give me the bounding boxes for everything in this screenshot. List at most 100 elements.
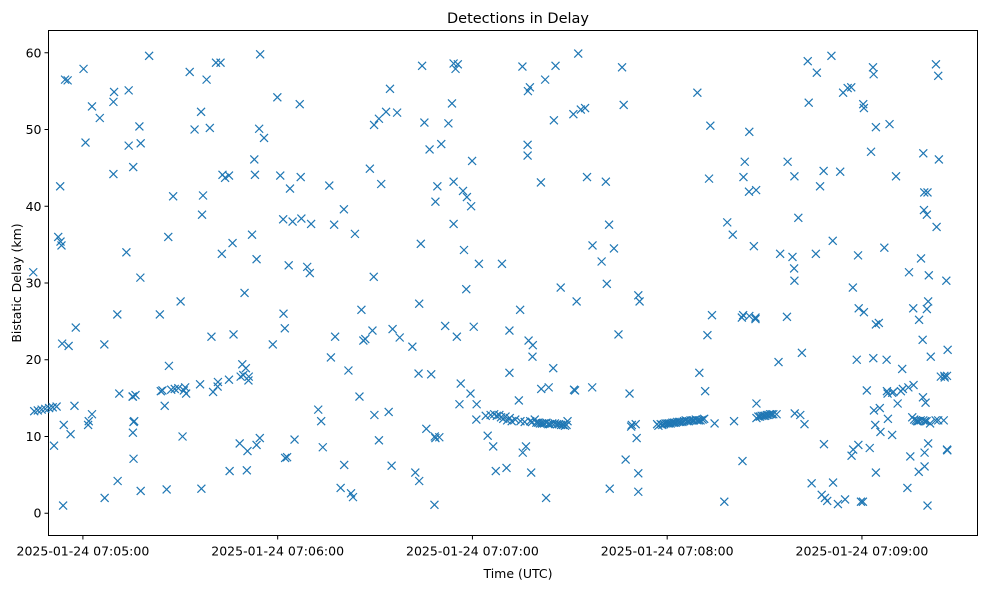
data-point xyxy=(793,213,803,223)
data-point xyxy=(812,68,822,78)
data-point xyxy=(66,429,75,439)
data-point xyxy=(28,267,38,277)
data-point xyxy=(79,64,88,74)
data-point xyxy=(456,379,466,388)
data-point xyxy=(882,355,892,365)
data-point xyxy=(285,184,295,194)
data-point xyxy=(632,433,642,443)
data-point xyxy=(510,415,520,425)
data-point xyxy=(804,98,814,108)
data-point xyxy=(318,442,328,452)
data-point xyxy=(326,353,336,362)
data-point xyxy=(549,115,559,125)
data-point xyxy=(560,421,570,431)
data-point xyxy=(228,238,237,248)
data-point xyxy=(815,181,825,191)
data-point xyxy=(458,186,468,196)
data-point xyxy=(71,323,81,332)
data-point xyxy=(887,430,897,440)
data-point xyxy=(453,59,463,69)
data-point xyxy=(737,313,747,322)
data-point xyxy=(168,191,178,201)
data-point xyxy=(421,424,431,434)
data-point xyxy=(514,395,524,405)
data-point xyxy=(244,376,253,385)
data-point xyxy=(44,403,54,413)
data-point xyxy=(528,352,537,362)
data-point xyxy=(828,236,838,246)
data-point xyxy=(236,372,246,382)
y-tick-label: 40 xyxy=(26,199,42,214)
data-point xyxy=(434,432,444,442)
data-point xyxy=(925,419,935,428)
data-point xyxy=(108,97,118,107)
data-point xyxy=(868,62,878,72)
data-point xyxy=(700,386,710,396)
data-point xyxy=(847,451,856,461)
data-point xyxy=(807,478,817,488)
data-point xyxy=(449,219,459,229)
data-point xyxy=(432,181,442,191)
data-point xyxy=(395,333,405,342)
data-point xyxy=(272,92,282,102)
data-point xyxy=(290,435,299,444)
data-point xyxy=(704,174,714,184)
data-point xyxy=(570,386,580,395)
data-point xyxy=(919,188,929,197)
data-point xyxy=(185,67,195,77)
data-point xyxy=(871,122,881,132)
data-point xyxy=(387,461,397,471)
data-point xyxy=(37,405,47,415)
data-point xyxy=(280,323,290,333)
data-point xyxy=(278,214,288,224)
data-point xyxy=(621,455,631,464)
data-point xyxy=(617,62,627,72)
data-point xyxy=(275,171,285,180)
data-point xyxy=(853,250,863,260)
data-point xyxy=(356,305,366,315)
data-point xyxy=(279,309,288,319)
data-point xyxy=(313,405,323,415)
data-point xyxy=(365,164,375,174)
data-point xyxy=(526,468,536,477)
data-point xyxy=(819,439,829,449)
y-tick-label: 0 xyxy=(34,506,42,521)
y-tick-label: 30 xyxy=(26,276,42,291)
data-point xyxy=(170,384,180,394)
data-point xyxy=(918,335,928,345)
data-point xyxy=(918,148,928,158)
data-point xyxy=(224,375,234,385)
data-point xyxy=(505,326,514,336)
data-point xyxy=(544,382,554,392)
y-tick-label: 50 xyxy=(26,122,42,137)
data-point xyxy=(330,332,340,342)
data-point xyxy=(868,353,878,363)
data-point xyxy=(63,75,73,85)
data-point xyxy=(923,296,933,306)
data-point xyxy=(109,87,119,97)
data-point xyxy=(197,210,207,220)
data-point xyxy=(752,399,761,408)
data-point xyxy=(350,229,360,239)
data-point xyxy=(551,61,560,71)
data-point xyxy=(254,124,264,134)
data-point xyxy=(158,386,167,395)
data-point xyxy=(587,382,597,392)
data-point xyxy=(176,296,186,306)
data-point xyxy=(782,312,792,322)
data-point xyxy=(749,241,759,251)
data-point xyxy=(268,339,278,349)
data-point xyxy=(803,56,813,66)
data-point xyxy=(466,201,476,211)
data-point xyxy=(124,141,134,151)
data-point xyxy=(59,420,69,430)
data-point xyxy=(426,369,436,379)
data-point xyxy=(296,172,306,182)
data-point xyxy=(541,493,551,503)
data-point xyxy=(369,120,379,130)
data-point xyxy=(374,114,384,124)
data-point xyxy=(856,497,866,507)
data-point xyxy=(430,197,440,207)
data-point xyxy=(216,58,225,68)
